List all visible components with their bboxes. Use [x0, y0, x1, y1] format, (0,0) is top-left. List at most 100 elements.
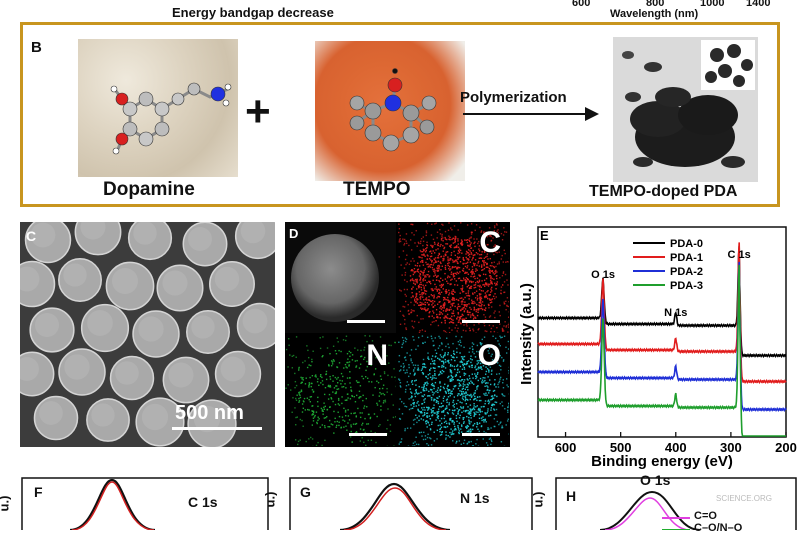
eds-dot [426, 250, 427, 251]
eds-dot [491, 265, 492, 266]
watermark: SCIENCE.ORG [716, 494, 772, 503]
eds-dot [442, 240, 443, 241]
eds-dot [347, 358, 348, 359]
eds-dot [413, 399, 414, 400]
eds-dot [443, 366, 444, 367]
eds-dot [447, 243, 448, 244]
eds-dot [445, 299, 446, 300]
eds-dot [492, 336, 493, 337]
eds-dot [421, 294, 422, 295]
eds-dot [492, 298, 493, 299]
eds-dot [474, 414, 475, 415]
eds-dot [443, 250, 444, 251]
eds-dot [439, 307, 440, 308]
eds-dot [309, 384, 310, 385]
eds-dot [404, 406, 405, 407]
eds-dot [479, 400, 480, 401]
eds-dot [473, 324, 474, 325]
eds-dot [444, 415, 445, 416]
eds-dot [456, 357, 457, 358]
eds-dot [477, 405, 478, 406]
eds-dot [299, 395, 300, 396]
eds-dot [472, 429, 473, 430]
eds-dot [450, 309, 451, 310]
eds-dot [457, 328, 458, 329]
eds-dot [451, 279, 452, 280]
eds-dot [412, 336, 413, 337]
eds-dot [342, 376, 343, 377]
eds-dot [433, 377, 434, 378]
eds-dot [414, 268, 415, 269]
eds-dot [464, 392, 465, 393]
eds-dot [460, 342, 461, 343]
eds-dot [465, 411, 466, 412]
eds-dot [416, 299, 417, 300]
eds-dot [475, 230, 476, 231]
eds-dot [356, 415, 357, 416]
eds-dot [415, 281, 416, 282]
eds-dot [433, 399, 434, 400]
eds-dot [472, 232, 473, 233]
eds-dot [447, 263, 448, 264]
eds-dot [496, 373, 497, 374]
eds-dot [458, 432, 459, 433]
eds-dot [451, 355, 452, 356]
eds-dot [443, 355, 444, 356]
eds-dot [320, 376, 321, 377]
eds-dot [459, 440, 460, 441]
eds-dot [391, 394, 392, 395]
eds-dot [406, 339, 407, 340]
eds-dot [451, 329, 452, 330]
eds-dot [374, 413, 375, 414]
eds-dot [490, 444, 491, 445]
eds-dot [404, 294, 405, 295]
eds-dot [418, 420, 419, 421]
eds-dot [420, 279, 421, 280]
eds-dot [450, 258, 451, 259]
eds-dot [484, 412, 485, 413]
eds-dot [424, 398, 425, 399]
eds-dot [406, 329, 407, 330]
eds-dot [447, 256, 448, 257]
eds-dot [467, 239, 468, 240]
eds-dot [332, 361, 333, 362]
eds-dot [496, 409, 497, 410]
eds-dot [508, 324, 509, 325]
eds-dot [441, 292, 442, 293]
eds-dot [324, 440, 325, 441]
eds-dot [312, 375, 313, 376]
eds-dot [470, 394, 471, 395]
dopamine-photo [78, 39, 238, 177]
eds-dot [455, 241, 456, 242]
eds-dot [476, 439, 477, 440]
eds-dot [422, 343, 423, 344]
eds-dot [450, 371, 451, 372]
eds-dot [460, 280, 461, 281]
eds-dot [415, 365, 416, 366]
y-label-fragment: u.) [0, 496, 11, 512]
eds-dot [312, 424, 313, 425]
eds-dot [463, 260, 464, 261]
eds-dot [479, 280, 480, 281]
eds-dot [463, 406, 464, 407]
eds-dot [440, 244, 441, 245]
eds-dot [418, 322, 419, 323]
eds-dot [402, 344, 403, 345]
eds-dot [470, 262, 471, 263]
eds-dot [428, 299, 429, 300]
eds-dot [477, 262, 478, 263]
eds-dot [463, 391, 464, 392]
eds-dot [480, 400, 481, 401]
eds-dot [328, 398, 329, 399]
eds-dot [347, 397, 348, 398]
eds-dot [431, 412, 432, 413]
eds-dot [433, 345, 434, 346]
eds-dot [434, 259, 435, 260]
eds-dot [491, 287, 492, 288]
eds-dot [424, 390, 425, 391]
eds-dot [456, 408, 457, 409]
eds-dot [441, 308, 442, 309]
eds-dot [468, 429, 469, 430]
eds-dot [473, 271, 474, 272]
eds-dot [448, 360, 449, 361]
